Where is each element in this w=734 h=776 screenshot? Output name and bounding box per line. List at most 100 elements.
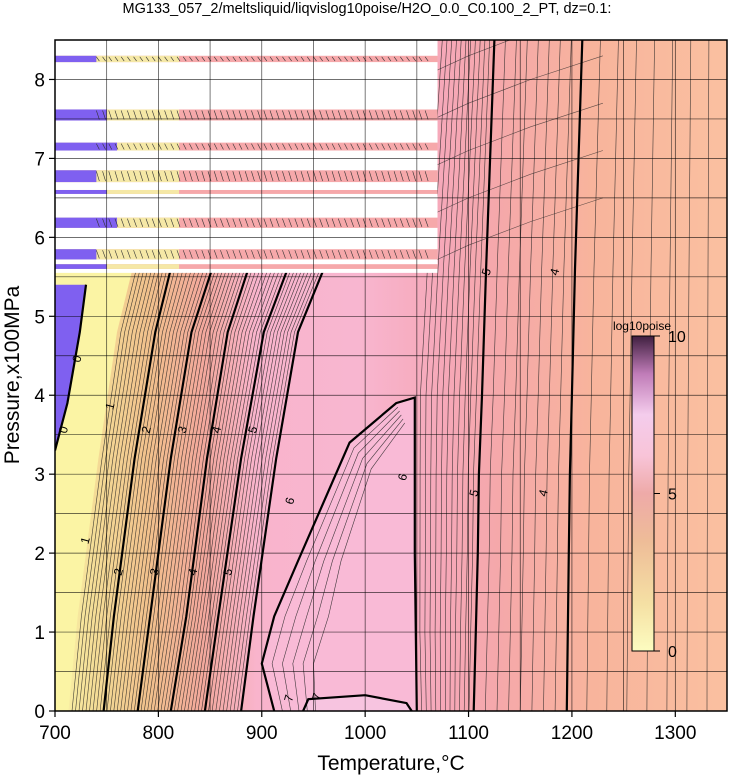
fine-contour xyxy=(110,268,180,711)
x-tick-label: 800 xyxy=(143,723,175,744)
band-hatch xyxy=(257,56,261,62)
fine-contour xyxy=(416,55,603,128)
band-hatch xyxy=(288,110,292,120)
band-hatch xyxy=(176,110,181,120)
band-row xyxy=(55,189,438,194)
fine-contour xyxy=(120,268,192,711)
fine-contour xyxy=(215,268,299,711)
band-hatch xyxy=(331,56,336,62)
band-hatch xyxy=(350,218,354,227)
band-purple xyxy=(55,142,118,151)
band-hatch xyxy=(213,110,218,120)
band-hatch xyxy=(244,250,249,259)
band-hatch xyxy=(108,171,113,182)
band-hatch xyxy=(244,171,249,182)
fine-contour xyxy=(134,268,209,711)
band-hatch xyxy=(375,143,379,150)
band-hatch xyxy=(393,250,398,259)
band-hatch xyxy=(356,218,361,227)
band-hatch xyxy=(375,218,379,227)
band-hatch xyxy=(263,110,268,120)
band-hatch xyxy=(400,171,404,182)
band-hatch xyxy=(145,110,150,120)
contour-5 xyxy=(240,268,325,711)
band-hatch xyxy=(356,143,361,150)
band-hatch xyxy=(288,218,292,227)
band-hatch xyxy=(127,143,131,150)
band-hatch xyxy=(102,171,106,182)
band-hatch xyxy=(387,56,392,62)
band-hatch xyxy=(139,250,144,259)
band-hatch xyxy=(201,56,206,62)
x-tick-label: 700 xyxy=(39,723,71,744)
band-hatch xyxy=(300,250,305,259)
band-hatch xyxy=(288,56,292,62)
band-hatch xyxy=(424,110,429,120)
band-hatch xyxy=(381,56,385,62)
band-hatch xyxy=(369,250,373,259)
band-hatch xyxy=(133,56,137,62)
contour-label: 5 xyxy=(220,567,235,577)
band-hatch xyxy=(294,250,299,259)
band-hatch xyxy=(257,110,261,120)
band-hatch xyxy=(282,218,286,227)
fine-contour xyxy=(123,268,196,711)
zero-region xyxy=(55,284,86,451)
band-hatch xyxy=(257,143,261,150)
band-hatch xyxy=(251,110,255,120)
band-hatch xyxy=(220,171,224,182)
band-hatch xyxy=(313,218,317,227)
band-hatch xyxy=(263,250,268,259)
band-hatch xyxy=(319,110,323,120)
band-yellow xyxy=(55,189,180,194)
band-hatch xyxy=(269,56,274,62)
band-hatch xyxy=(344,143,348,150)
band-hatch xyxy=(263,143,268,150)
band-hatch xyxy=(96,171,100,182)
band-hatch xyxy=(344,110,348,120)
band-hatch xyxy=(313,56,317,62)
band-hatch xyxy=(350,250,354,259)
band-hatch xyxy=(151,171,156,182)
band-hatch xyxy=(412,110,416,120)
band-hatch xyxy=(114,110,119,120)
band-hatch xyxy=(164,171,168,182)
band-hatch xyxy=(139,143,144,150)
band-hatch xyxy=(108,143,113,150)
band-hatch xyxy=(158,218,162,227)
fine-contour xyxy=(116,268,188,711)
band-fill xyxy=(55,109,438,121)
band-hatch xyxy=(338,143,342,150)
fine-contour xyxy=(127,268,200,711)
band-hatch xyxy=(412,218,416,227)
band-row xyxy=(55,217,438,228)
band-row xyxy=(55,264,438,269)
contour-label: 5 xyxy=(479,267,494,277)
band-hatch xyxy=(220,56,224,62)
band-hatch xyxy=(96,56,100,62)
fine-contour xyxy=(208,268,292,711)
band-hatch xyxy=(381,218,385,227)
contour-label: 0 xyxy=(56,424,71,434)
band-purple xyxy=(55,170,97,183)
band-hatch xyxy=(369,56,373,62)
band-hatch xyxy=(306,218,311,227)
band-hatch xyxy=(393,218,398,227)
band-hatch xyxy=(158,250,162,259)
band-hatch xyxy=(257,218,261,227)
band-hatch xyxy=(114,171,119,182)
fine-contour xyxy=(222,268,306,711)
x-tick-label: 1200 xyxy=(551,723,593,744)
contour-label: 1 xyxy=(102,401,117,411)
band-hatch xyxy=(145,56,150,62)
band-hatch xyxy=(120,218,125,227)
band-hatch xyxy=(275,250,280,259)
band-hatch xyxy=(164,110,168,120)
band-hatch xyxy=(232,218,237,227)
band-hatch xyxy=(220,143,224,150)
band-hatch xyxy=(201,250,206,259)
band-hatch xyxy=(418,171,423,182)
y-tick-label: 3 xyxy=(34,465,45,486)
band-hatch xyxy=(158,56,162,62)
fine-contour xyxy=(113,268,184,711)
